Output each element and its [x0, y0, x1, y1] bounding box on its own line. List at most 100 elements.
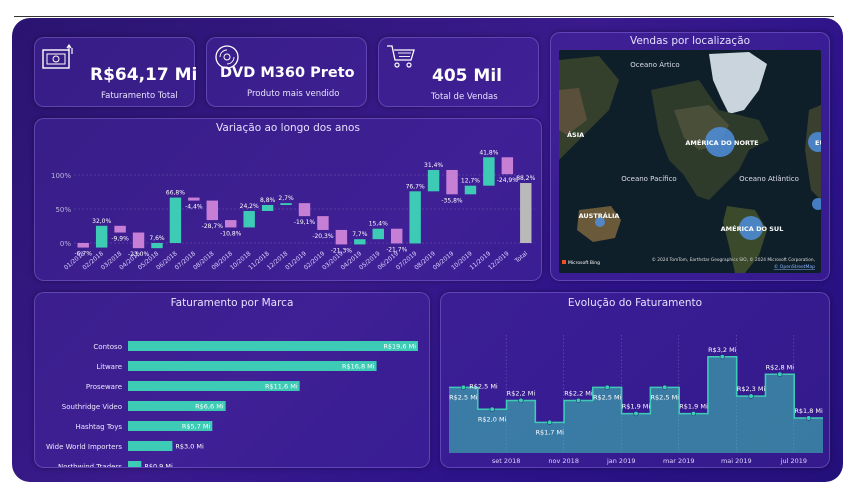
data-label: R$5,7 Mi — [182, 423, 211, 431]
data-label: R$1,9 Mi — [622, 403, 651, 411]
waterfall-bar — [372, 228, 384, 240]
map-attribution: © 2024 TomTom, Earthstar Geographics SIO… — [652, 256, 815, 263]
y-tick-label: 0% — [60, 240, 71, 248]
waterfall-bar — [114, 225, 126, 233]
category-label: Southridge Video — [62, 403, 122, 411]
category-label: Northwind Traders — [58, 463, 122, 467]
data-point — [575, 397, 582, 404]
bubble-south-america — [739, 216, 763, 240]
data-point — [633, 411, 639, 417]
waterfall-bar — [132, 232, 145, 249]
x-tick-label: nov 2018 — [548, 457, 579, 465]
data-point — [460, 384, 466, 390]
kpi-card-top-product[interactable]: DVD M360 Preto Produto mais vendido — [206, 37, 367, 107]
data-label: 2,7% — [278, 195, 294, 202]
waterfall-bar — [206, 200, 219, 221]
data-label: 66,8% — [166, 190, 185, 197]
waterfall-bar — [298, 203, 311, 217]
brand-bar — [128, 441, 173, 451]
data-point — [748, 393, 754, 399]
brand-bar — [128, 401, 226, 411]
bubble-australia — [595, 217, 605, 227]
kpi-card-sales[interactable]: 405 Mil Total de Vendas — [378, 37, 539, 107]
data-label: 8,8% — [260, 197, 276, 204]
kpi-value: 405 Mil — [432, 66, 502, 86]
map-label: AMÉRICA DO SUL — [721, 224, 784, 233]
x-tick-label: Total — [513, 250, 529, 265]
data-label: -4,4% — [185, 204, 203, 211]
y-tick-label: 100% — [51, 172, 71, 180]
map-osm-link[interactable]: © OpenStreetMap — [774, 263, 815, 270]
map-title: Vendas por localização — [629, 35, 751, 47]
data-label: R$2,0 Mi — [478, 415, 507, 423]
map-label: AUSTRÁLIA — [579, 211, 620, 220]
data-label: R$2,2 Mi — [564, 390, 593, 398]
category-label: Wide World Importers — [46, 443, 122, 451]
category-label: Hashtag Toys — [76, 423, 123, 431]
data-label: -21,3% — [331, 247, 353, 254]
map-card[interactable]: Vendas por localização — [550, 32, 830, 281]
data-label: -35,8% — [441, 197, 463, 204]
kpi-card-revenue[interactable]: R$64,17 Mi Faturamento Total — [34, 37, 197, 107]
data-label: R$19,6 Mi — [383, 343, 416, 351]
data-label: R$3,0 Mi — [175, 443, 204, 451]
kpi-label: Total de Vendas — [431, 92, 498, 102]
data-point — [518, 397, 524, 404]
brand-bar — [128, 361, 377, 371]
data-label: R$11,6 Mi — [265, 383, 298, 391]
data-label: -28,7% — [202, 223, 224, 230]
map-label: Oceano Pacífico — [621, 175, 676, 183]
revenue-area-chart: set 2018 nov 2018 jan 2019 mar 2019 mai 2019… — [449, 335, 823, 465]
top-divider — [14, 16, 834, 17]
data-point — [806, 415, 812, 421]
x-tick-label: mar 2019 — [663, 457, 695, 465]
waterfall-bar — [280, 203, 292, 205]
map-label: AMÉRICA DO NORTE — [685, 138, 758, 147]
waterfall-card[interactable]: Variação ao longo dos anos 100% 50% 0% -6,7… — [34, 118, 542, 281]
data-label: 88,2% — [516, 175, 535, 182]
brand-bar — [128, 461, 142, 467]
cart-icon — [387, 45, 415, 68]
waterfall-bar — [409, 191, 421, 244]
data-label: 24,2% — [240, 203, 259, 210]
data-label: -23,0% — [128, 251, 150, 258]
chart-title: Variação ao longo dos anos — [216, 122, 360, 134]
greenland-shape — [709, 52, 767, 114]
data-label: -6,7% — [75, 251, 93, 258]
waterfall-bar — [169, 197, 182, 243]
brand-bar — [128, 421, 213, 431]
y-tick-label: 50% — [55, 206, 71, 214]
data-label: 31,4% — [424, 162, 443, 169]
data-label: R$3,2 Mi — [708, 346, 737, 354]
area-fill — [449, 356, 823, 453]
waterfall-bar — [317, 216, 329, 230]
world-map: Oceano Ártico ÁSIA AMÉRICA DO NORTE Ocea… — [559, 50, 821, 273]
data-label: R$2,2 Mi — [507, 390, 536, 398]
waterfall-bar — [261, 204, 274, 211]
waterfall-bar — [95, 225, 108, 248]
revenue-evolution-card[interactable]: Evolução do Faturamento set 2018 nov 2018… — [440, 292, 830, 468]
map-label: EU — [815, 139, 821, 147]
data-label: -21,7% — [386, 246, 408, 253]
data-label: R$6,6 Mi — [195, 403, 224, 411]
waterfall-bar — [427, 169, 440, 192]
data-label: R$2,5 Mi — [469, 382, 498, 390]
asia-shape — [559, 56, 619, 160]
waterfall-bar — [354, 239, 366, 245]
kpi-label: Faturamento Total — [101, 91, 178, 101]
data-label: R$2,5 Mi — [651, 393, 680, 401]
map-label: ÁSIA — [567, 130, 584, 139]
waterfall-bar — [464, 185, 477, 195]
brand-bar-card[interactable]: Faturamento por Marca Contoso R$19,6 Mi Li… — [34, 292, 430, 468]
data-label: -10,8% — [220, 230, 242, 237]
data-label: R$0,9 Mi — [144, 463, 173, 468]
data-label: -24,9% — [497, 177, 519, 184]
data-label: R$2,5 Mi — [593, 393, 622, 401]
map-view[interactable]: Oceano Ártico ÁSIA AMÉRICA DO NORTE Ocea… — [559, 50, 821, 273]
money-icon — [42, 44, 73, 69]
chart-title: Evolução do Faturamento — [567, 297, 703, 309]
chart-title: Faturamento por Marca — [170, 297, 294, 309]
data-point — [604, 384, 610, 390]
data-point — [489, 406, 495, 412]
data-label: 32,0% — [92, 218, 111, 225]
